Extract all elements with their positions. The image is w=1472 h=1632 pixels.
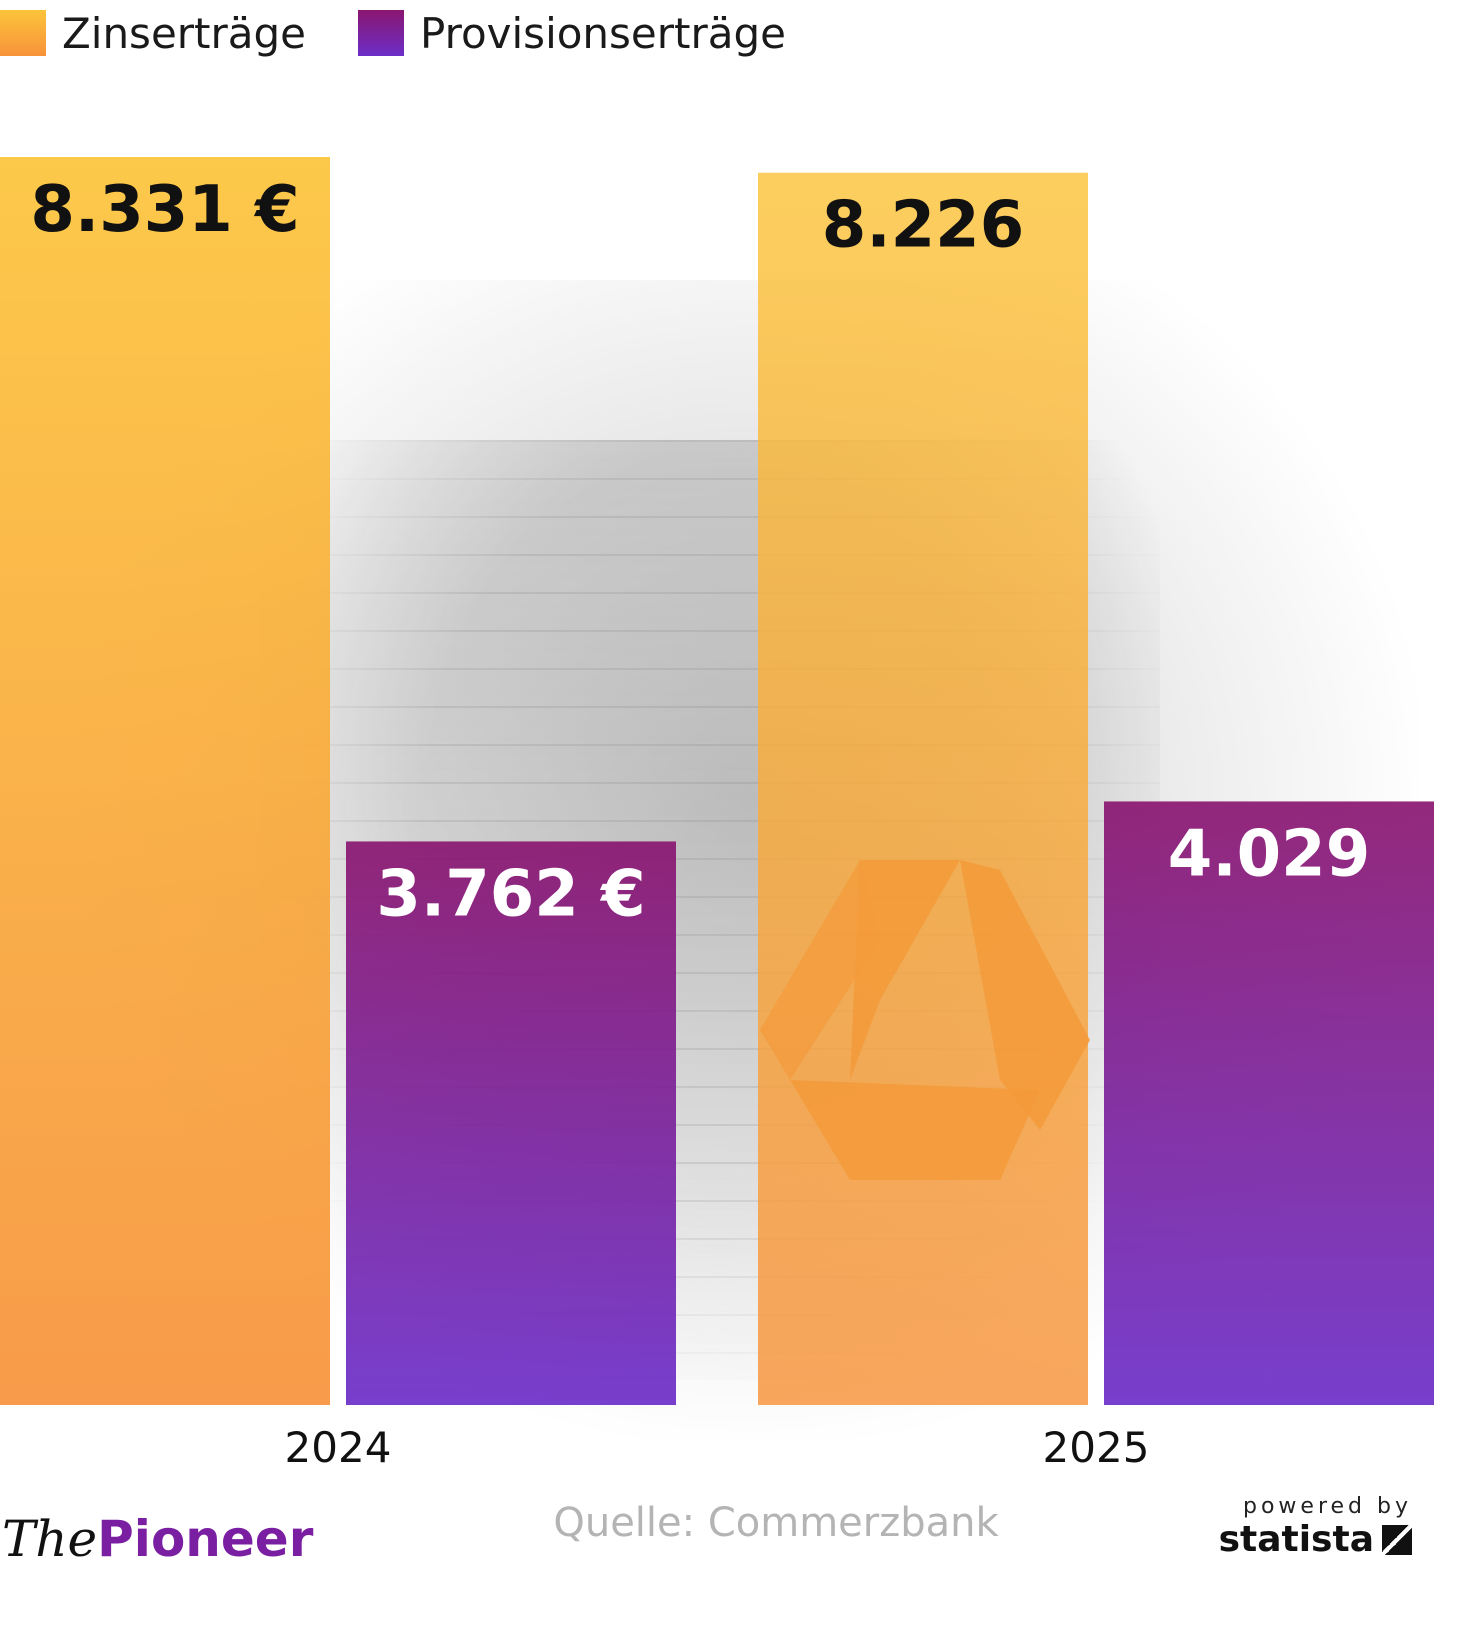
legend-swatch-zinsertraege <box>0 10 46 56</box>
legend-item-provisionsertraege: Provisionserträge <box>358 9 786 58</box>
bar-provisionsertraege-2024 <box>346 841 676 1405</box>
bar-zinsertraege-2024 <box>0 157 330 1405</box>
x-tick-label: 2024 <box>285 1423 392 1472</box>
legend-label: Zinserträge <box>62 8 307 58</box>
bar-provisionsertraege-2025 <box>1104 801 1434 1405</box>
statista-logo: powered by statista <box>1218 1494 1412 1560</box>
legend: Zinserträge Provisionserträge <box>0 8 838 58</box>
data-label: 4.029 <box>1168 817 1370 891</box>
bar-zinsertraege-2025 <box>758 172 1088 1405</box>
data-label: 8.226 <box>822 189 1024 263</box>
thepioneer-logo: ThePioneer <box>2 1510 314 1568</box>
data-label: 8.331 € <box>30 173 299 247</box>
source-note: Quelle: Commerzbank <box>553 1500 999 1546</box>
data-label: 3.762 € <box>376 857 645 931</box>
legend-swatch-provisionsertraege <box>358 10 405 56</box>
x-tick-label: 2025 <box>1043 1423 1150 1472</box>
legend-label: Provisionserträge <box>420 8 787 58</box>
legend-item-zinsertraege: Zinserträge <box>0 9 306 58</box>
commerzbank-logo-icon <box>760 860 1090 1180</box>
statista-icon <box>1382 1524 1412 1555</box>
